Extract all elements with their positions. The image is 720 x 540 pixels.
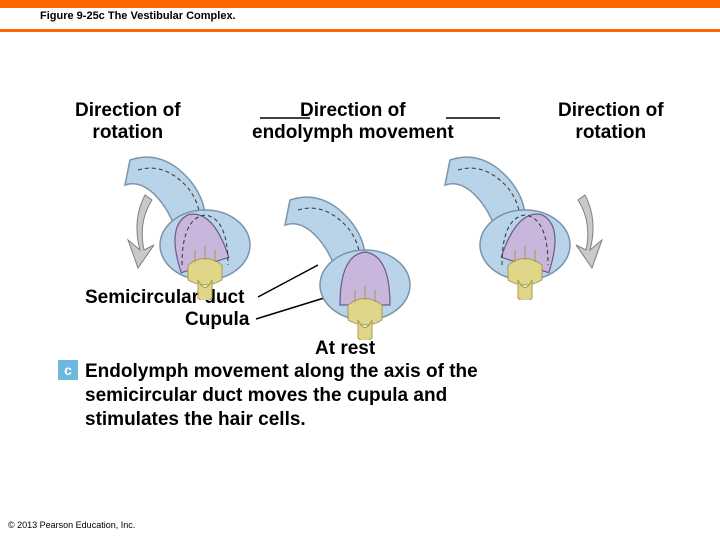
key-icon: c [58,360,78,380]
label-line: Direction of [300,100,406,121]
label-direction-endolymph: Direction of endolymph movement [252,100,454,144]
label-cupula: Cupula [185,309,249,331]
figure-title: Figure 9-25c The Vestibular Complex. [40,10,236,22]
label-line: Direction of [558,100,664,121]
header-bar-bottom [0,29,720,32]
ampulla-right [440,140,610,300]
caption-text: Endolymph movement along the axis of the… [85,360,545,431]
copyright-text: © 2013 Pearson Education, Inc. [8,520,135,530]
label-direction-rotation-right: Direction of rotation [558,100,664,144]
header-bar-top [0,0,720,8]
label-line: Direction of [75,100,181,121]
ampulla-center [280,180,450,340]
label-direction-rotation-left: Direction of rotation [75,100,181,144]
ampulla-left [120,140,290,300]
label-at-rest: At rest [315,338,375,360]
